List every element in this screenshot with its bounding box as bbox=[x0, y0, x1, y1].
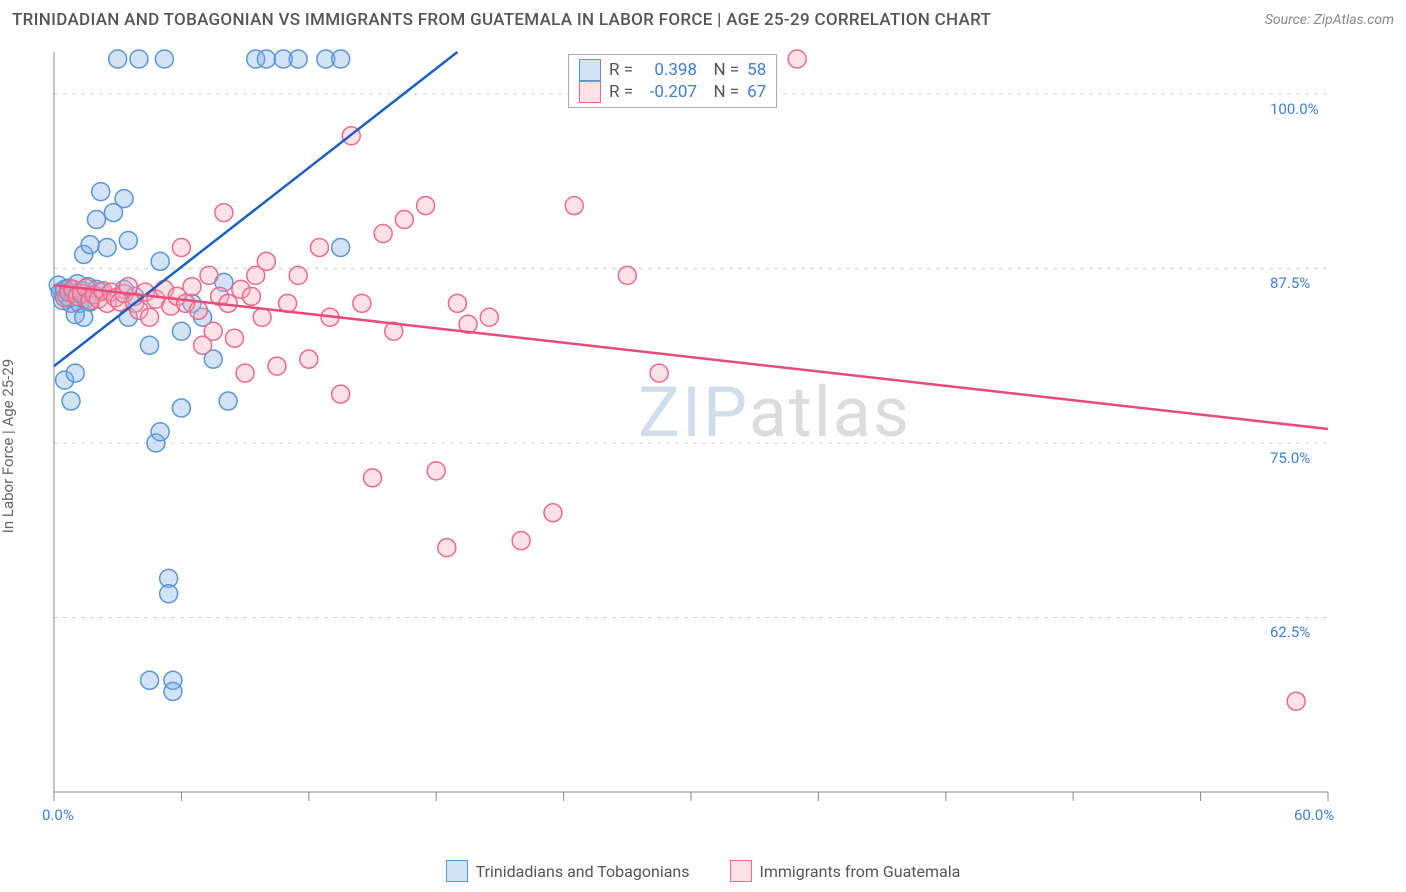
stats-r-value-gt: -0.207 bbox=[641, 82, 697, 102]
chart-title: TRINIDADIAN AND TOBAGONIAN VS IMMIGRANTS… bbox=[12, 10, 991, 30]
stats-box: R = 0.398 N = 58R = -0.207 N = 67 bbox=[568, 54, 777, 108]
legend-swatch-gt bbox=[730, 860, 752, 882]
stats-n-label: N = bbox=[705, 82, 739, 102]
title-bar: TRINIDADIAN AND TOBAGONIAN VS IMMIGRANTS… bbox=[12, 10, 1394, 30]
stats-swatch-gt bbox=[579, 81, 601, 103]
stats-r-label: R = bbox=[609, 60, 633, 80]
legend-item-gt: Immigrants from Guatemala bbox=[730, 860, 961, 882]
stats-row-tt: R = 0.398 N = 58 bbox=[579, 59, 766, 81]
stats-r-value-tt: 0.398 bbox=[641, 60, 697, 80]
chart-svg bbox=[48, 42, 1388, 832]
legend-label-tt: Trinidadians and Tobagonians bbox=[476, 862, 690, 881]
y-tick-label: 87.5% bbox=[1270, 274, 1310, 292]
y-tick-label: 75.0% bbox=[1270, 449, 1310, 467]
chart-plot-area: ZIPatlas R = 0.398 N = 58R = -0.207 N = … bbox=[48, 42, 1388, 832]
y-axis-label: In Labor Force | Age 25-29 bbox=[0, 359, 17, 533]
stats-row-gt: R = -0.207 N = 67 bbox=[579, 81, 766, 103]
legend-swatch-tt bbox=[446, 860, 468, 882]
stats-n-value-tt: 58 bbox=[747, 60, 766, 80]
x-tick-min: 0.0% bbox=[42, 806, 74, 824]
legend-item-tt: Trinidadians and Tobagonians bbox=[446, 860, 690, 882]
source-attribution: Source: ZipAtlas.com bbox=[1265, 12, 1394, 28]
x-tick-max: 60.0% bbox=[1294, 806, 1334, 824]
stats-n-label: N = bbox=[705, 60, 739, 80]
bottom-legend: Trinidadians and Tobagonians Immigrants … bbox=[0, 860, 1406, 882]
legend-label-gt: Immigrants from Guatemala bbox=[760, 862, 961, 881]
y-tick-label: 100.0% bbox=[1270, 100, 1319, 118]
stats-swatch-tt bbox=[579, 59, 601, 81]
stats-r-label: R = bbox=[609, 82, 633, 102]
stats-n-value-gt: 67 bbox=[747, 82, 766, 102]
y-tick-label: 62.5% bbox=[1270, 623, 1310, 641]
